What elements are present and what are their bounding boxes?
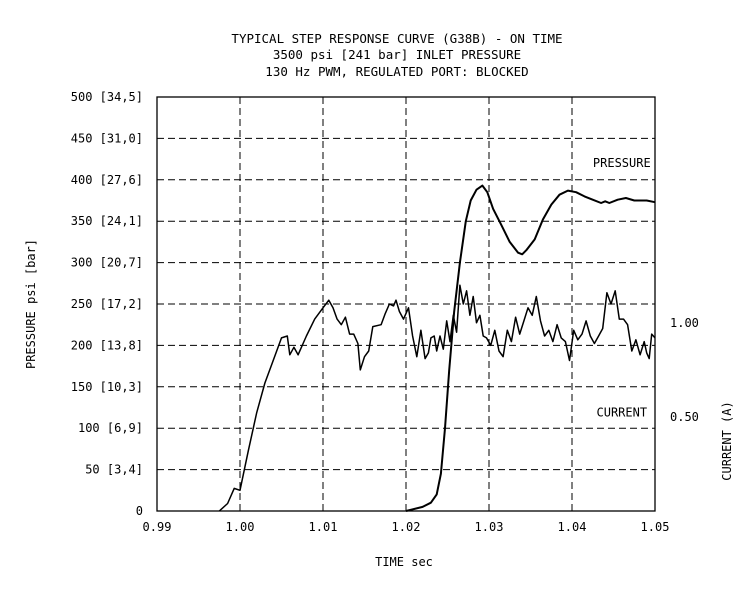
data-series: [218, 184, 656, 512]
x-axis-label: TIME sec: [375, 555, 433, 569]
y-tick-label-1: 50 [3,4]: [85, 463, 143, 477]
y2-tick-label-1: 0.50: [670, 410, 699, 424]
x-tick-label-5: 1.04: [558, 520, 587, 534]
y-tick-label-2: 100 [6,9]: [78, 421, 143, 435]
x-tick-label-6: 1.05: [641, 520, 670, 534]
series-annotations: PRESSURE CURRENT: [593, 156, 651, 419]
x-tick-label-4: 1.03: [475, 520, 504, 534]
x-tick-label-3: 1.02: [392, 520, 421, 534]
y-tick-label-5: 250 [17,2]: [71, 297, 143, 311]
y-axis-label: PRESSURE psi [bar]: [24, 239, 38, 369]
annotation-current: CURRENT: [597, 405, 648, 419]
x-axis-tick-labels: 0.99 1.00 1.01 1.02 1.03 1.04 1.05: [143, 520, 670, 534]
series-line-current: [218, 284, 656, 512]
y-tick-label-6: 300 [20,7]: [71, 256, 143, 270]
series-line-pressure: [405, 184, 656, 512]
chart-title: TYPICAL STEP RESPONSE CURVE (G38B) - ON …: [231, 31, 562, 46]
x-tick-label-0: 0.99: [143, 520, 172, 534]
y2-axis-tick-labels: 1.00 0.50: [670, 316, 699, 424]
y-tick-label-7: 350 [24,1]: [71, 214, 143, 228]
y2-axis-label: CURRENT (A): [720, 401, 734, 480]
annotation-pressure: PRESSURE: [593, 156, 651, 170]
y-tick-label-10: 500 [34,5]: [71, 90, 143, 104]
y-tick-label-8: 400 [27,6]: [71, 173, 143, 187]
y-tick-label-9: 450 [31,0]: [71, 131, 143, 145]
grid-lines: [157, 97, 655, 511]
x-tick-label-1: 1.00: [226, 520, 255, 534]
x-tick-label-2: 1.01: [309, 520, 338, 534]
y-tick-label-3: 150 [10,3]: [71, 380, 143, 394]
chart-subtitle-line-2: 130 Hz PWM, REGULATED PORT: BLOCKED: [265, 64, 528, 79]
y2-tick-label-0: 1.00: [670, 316, 699, 330]
y-tick-label-0: 0: [136, 504, 143, 518]
y-axis-tick-labels: 0 50 [3,4] 100 [6,9] 150 [10,3] 200 [13,8] 25…: [71, 90, 143, 518]
y-tick-label-4: 200 [13,8]: [71, 338, 143, 352]
chart-subtitle-line-1: 3500 psi [241 bar] INLET PRESSURE: [273, 47, 521, 62]
